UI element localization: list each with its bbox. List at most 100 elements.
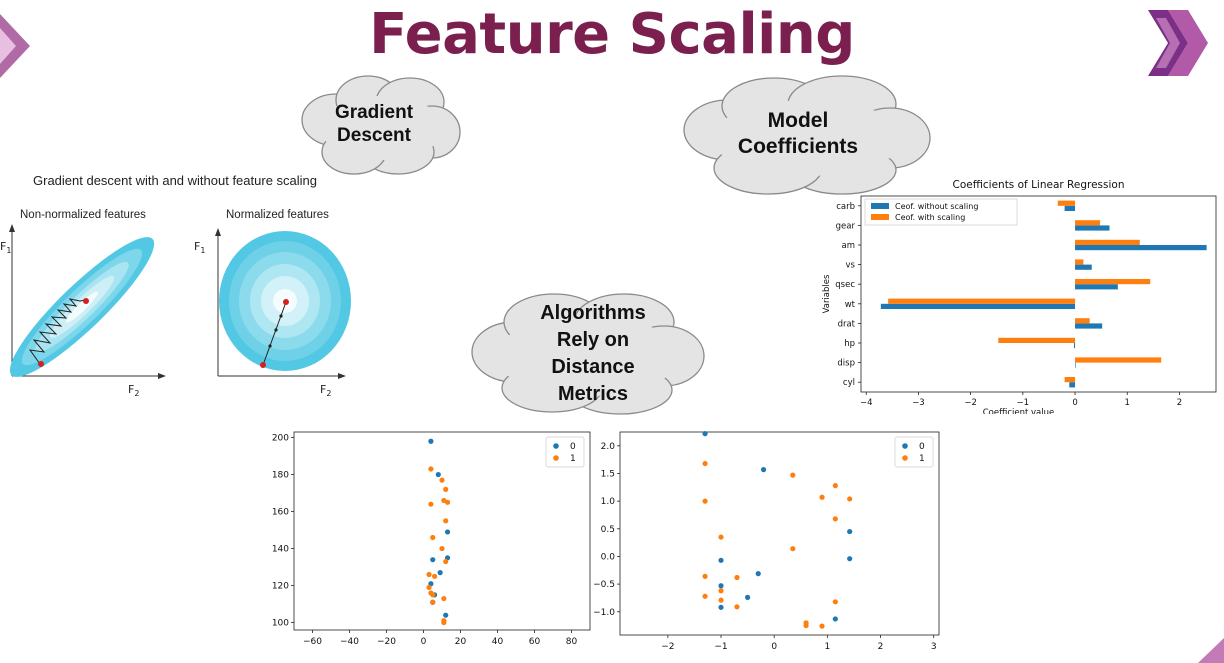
x-tick-label: 80 <box>566 637 578 647</box>
bar-x-axis-label: Coefficient value <box>983 408 1055 414</box>
bar-unscaled-carb <box>1064 205 1076 211</box>
x-tick-label: −3 <box>912 398 925 408</box>
x-tick-label: 60 <box>529 637 541 647</box>
left-descent-path <box>28 298 87 365</box>
y-tick-label: 1.0 <box>601 497 616 507</box>
point-class-1 <box>702 573 708 579</box>
slide-title: Feature Scaling <box>369 2 855 67</box>
corner-triangle-icon <box>1198 638 1224 663</box>
x-tick-label: 0 <box>421 637 427 647</box>
point-class-1 <box>441 619 447 626</box>
legend-label-0: 0 <box>919 442 925 452</box>
right-panel-axes <box>215 228 346 379</box>
bar-scaled-gear <box>1075 220 1101 226</box>
point-class-1 <box>443 486 449 492</box>
left-arrow-decoration-icon <box>0 14 30 78</box>
point-class-1 <box>430 599 436 605</box>
x-tick-label: 0 <box>771 642 777 652</box>
legend-marker-0 <box>553 443 559 449</box>
bar-scaled-carb <box>1057 200 1076 206</box>
point-class-0 <box>760 467 767 473</box>
point-class-1 <box>443 558 449 565</box>
point-class-0 <box>755 571 761 577</box>
y-tick-label: 200 <box>272 434 289 444</box>
point-class-1 <box>847 496 853 502</box>
y-tick-label-vs: vs <box>846 261 856 271</box>
x-tick-label: 2 <box>1177 398 1182 408</box>
y-tick-label: 1.5 <box>601 469 615 479</box>
scatter-legend <box>894 436 934 468</box>
bar-scaled-vs <box>1075 259 1084 265</box>
right-x-axis-label: F2 <box>320 383 331 398</box>
point-class-0 <box>832 616 838 622</box>
y-tick-label: 180 <box>272 471 289 481</box>
point-class-1 <box>430 534 436 541</box>
x-tick-label: 2 <box>878 642 884 652</box>
bar-unscaled-hp <box>1074 343 1076 349</box>
gradient-figure-title: Gradient descent with and without featur… <box>33 173 318 188</box>
coefficients-bar-chart: Coefficients of Linear Regression cyl disp… <box>822 179 1217 414</box>
point-class-0 <box>444 529 451 535</box>
bar-scaled-am <box>1075 239 1140 245</box>
point-class-1 <box>430 592 436 598</box>
y-tick-label: 2.0 <box>601 442 616 452</box>
left-panel-title: Non-normalized features <box>20 209 146 221</box>
y-tick-label-hp: hp <box>844 339 855 349</box>
point-class-1 <box>432 573 438 579</box>
x-tick-label: 40 <box>492 637 504 647</box>
y-tick-label-wt: wt <box>845 300 856 310</box>
point-class-0 <box>435 471 441 478</box>
point-class-1 <box>790 546 796 552</box>
right-panel-title: Normalized features <box>226 209 329 221</box>
scatter-chart-scaled: −2 −1 0 1 2 3 −1.0 −0.5 0.0 0.5 1.0 1.5 2.0 0 1 <box>593 431 940 652</box>
legend-marker-0 <box>902 443 908 449</box>
bar-scaled-disp <box>1075 357 1162 363</box>
bar-scaled-wt <box>888 298 1076 304</box>
point-class-0 <box>702 431 708 437</box>
x-tick-label: 3 <box>931 642 937 652</box>
left-optimum-point <box>83 298 89 304</box>
x-tick-label: −40 <box>340 637 359 647</box>
legend-label-0: Ceof. without scaling <box>895 202 978 211</box>
bar-unscaled-drat <box>1075 323 1103 329</box>
x-tick-label: −2 <box>661 642 674 652</box>
bar-unscaled-gear <box>1075 225 1110 231</box>
point-class-1 <box>443 518 449 524</box>
point-class-0 <box>718 557 724 563</box>
point-class-1 <box>718 588 724 594</box>
bar-scaled-cyl <box>1064 377 1076 383</box>
point-class-0 <box>437 570 443 576</box>
bar-unscaled-vs <box>1075 264 1092 270</box>
point-class-0 <box>847 556 853 562</box>
point-class-1 <box>441 595 447 602</box>
point-class-1 <box>439 477 445 483</box>
bar-y-axis-label: Variables <box>822 274 832 313</box>
y-tick-label: 120 <box>272 582 289 592</box>
bar-unscaled-am <box>1075 245 1207 251</box>
y-tick-label-am: am <box>842 241 856 251</box>
x-tick-label: 20 <box>455 637 467 647</box>
right-descent-path <box>262 301 287 366</box>
y-tick-label: −0.5 <box>593 580 615 590</box>
distance-metrics-cloud <box>471 293 705 415</box>
legend-label-1: 1 <box>570 454 576 464</box>
model-coefficients-cloud <box>683 75 931 195</box>
left-y-axis-label: F1 <box>0 240 11 255</box>
x-tick-label: 1 <box>1125 398 1130 408</box>
y-tick-label: −1.0 <box>593 608 615 618</box>
bar-unscaled-wt <box>880 303 1076 309</box>
point-class-1 <box>718 534 724 540</box>
right-optimum-point <box>283 299 289 305</box>
x-tick-label: −1 <box>714 642 727 652</box>
bar-legend <box>864 198 1018 226</box>
bar-scaled-qsec <box>1075 279 1151 285</box>
point-class-0 <box>428 438 434 444</box>
point-class-1 <box>444 499 451 505</box>
y-tick-label-disp: disp <box>837 359 855 369</box>
point-class-1 <box>734 604 740 610</box>
point-class-1 <box>428 501 434 507</box>
point-class-1 <box>832 599 838 605</box>
bar-unscaled-cyl <box>1069 382 1076 388</box>
point-class-0 <box>718 583 724 589</box>
model-coefficients-label: Model Coefficients <box>737 109 859 159</box>
